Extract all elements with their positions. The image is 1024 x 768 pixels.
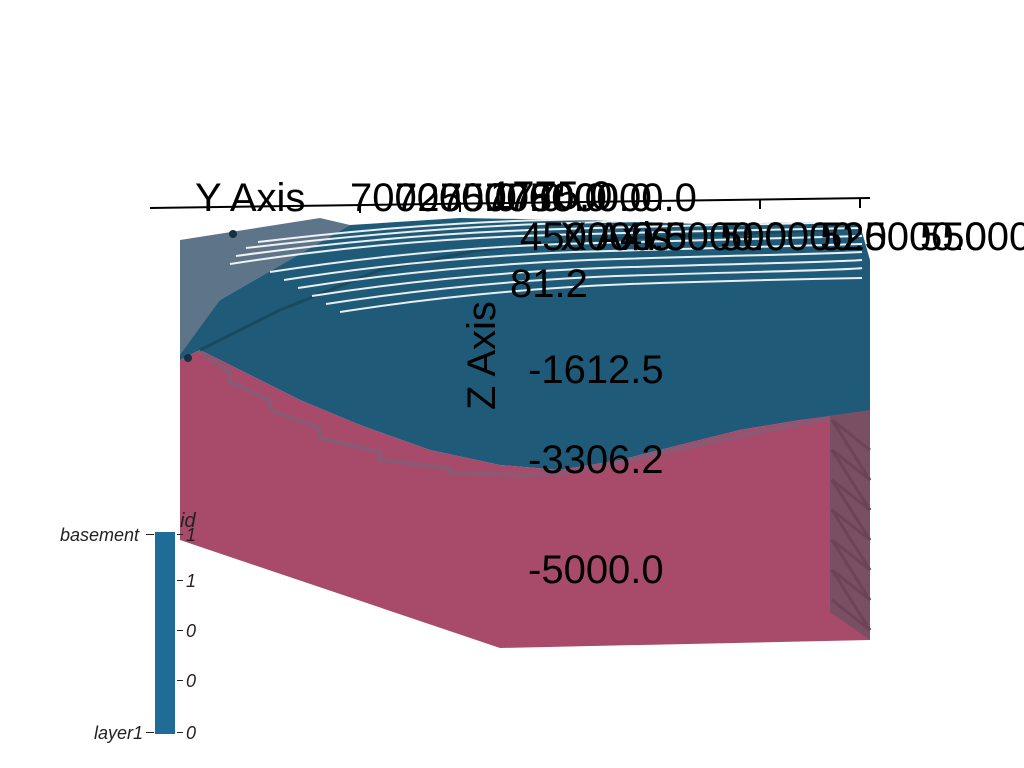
- legend-cat-mark: [146, 534, 154, 535]
- surface-point-dot: [184, 354, 192, 362]
- legend-category: layer1: [94, 723, 143, 744]
- colorbar-legend: id basement layer1 1 1 0 0 0: [60, 510, 260, 768]
- z-axis-tick: -3306.2: [528, 438, 664, 483]
- z-axis-tick: 1775.0: [490, 174, 612, 219]
- legend-category: basement: [60, 525, 139, 546]
- x-axis-tick: 550000.0: [920, 215, 1024, 260]
- legend-tick-mark: [177, 534, 183, 535]
- legend-tick-mark: [177, 732, 183, 733]
- y-axis-label: Y Axis: [195, 176, 305, 221]
- z-axis-tick: -5000.0: [528, 548, 664, 593]
- surface-point-dot: [229, 230, 237, 238]
- legend-tick-mark: [177, 580, 183, 581]
- z-axis-tick: 81.2: [510, 262, 588, 307]
- legend-tick-mark: [177, 630, 183, 631]
- legend-scale-tick: 1: [186, 571, 196, 592]
- legend-color-bar: [155, 532, 175, 734]
- plot-stage: Y Axis 700000.0 725000.0 750000.0 775000…: [0, 0, 1024, 768]
- z-axis-label: Z Axis: [460, 301, 505, 410]
- legend-scale-tick: 0: [186, 671, 196, 692]
- legend-tick-mark: [177, 680, 183, 681]
- z-axis-tick: -1612.5: [528, 348, 664, 393]
- legend-scale-tick: 1: [186, 525, 196, 546]
- legend-scale-tick: 0: [186, 621, 196, 642]
- legend-scale-tick: 0: [186, 723, 196, 744]
- legend-cat-mark: [146, 732, 154, 733]
